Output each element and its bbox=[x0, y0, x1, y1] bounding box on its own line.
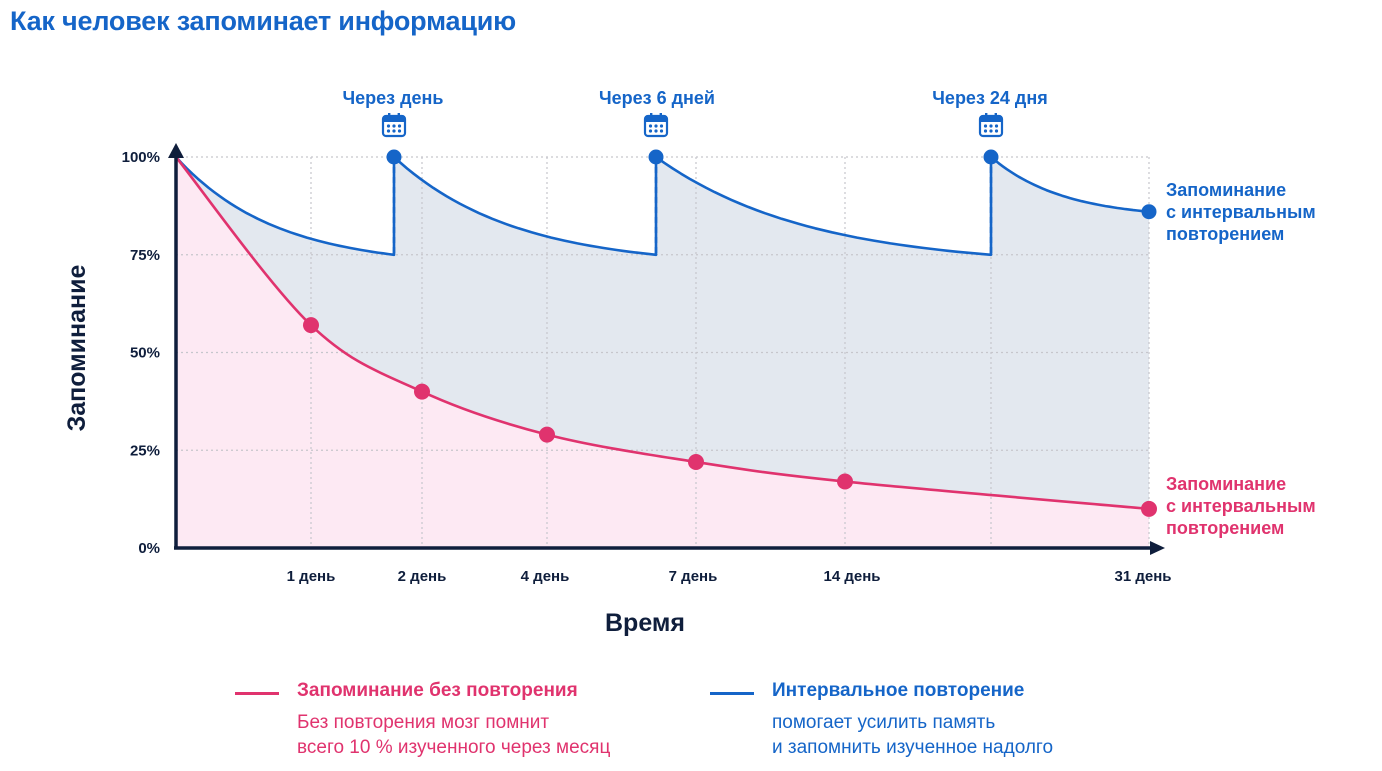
calendar-icon bbox=[978, 113, 1004, 138]
calendar-icon-dot bbox=[994, 129, 999, 133]
spaced-repetition-end-label: с интервальным bbox=[1166, 202, 1316, 222]
spaced-repetition-end-label: Запоминание bbox=[1166, 180, 1286, 200]
calendar-icon-ring bbox=[397, 113, 400, 119]
y-tick-label: 50% bbox=[130, 345, 160, 362]
calendar-icon-ring bbox=[659, 113, 662, 119]
calendar-icon bbox=[381, 113, 407, 138]
spaced-repetition-end-label: повторением bbox=[1166, 224, 1284, 244]
legend-swatch-blue bbox=[710, 692, 754, 695]
x-tick-label: 4 день bbox=[521, 568, 570, 585]
calendar-icon-dot bbox=[983, 129, 988, 133]
calendar-icon-header bbox=[645, 116, 667, 122]
calendar-icon-dot bbox=[648, 124, 653, 128]
legend-desc-line: помогает усилить память bbox=[772, 712, 996, 733]
no-repeat-end-label: повторением bbox=[1166, 518, 1284, 538]
legend-item-spaced-repetition: Интервальное повторение помогает усилить… bbox=[710, 680, 1170, 765]
legend-title: Запоминание без повторения bbox=[297, 680, 578, 701]
review-point bbox=[983, 149, 999, 165]
x-tick-label: 1 день bbox=[287, 568, 336, 585]
no-repeat-point bbox=[414, 383, 430, 400]
calendar-icon bbox=[643, 113, 669, 138]
spaced-repetition-line bbox=[175, 155, 1150, 257]
x-axis-title: Время bbox=[605, 609, 685, 637]
page-title: Как человек запоминает информацию bbox=[10, 6, 516, 36]
x-axis-arrow bbox=[1150, 541, 1165, 555]
calendar-icon-ring bbox=[985, 113, 988, 119]
no-repeat-point bbox=[688, 453, 704, 470]
no-repeat-end-label: с интервальным bbox=[1166, 496, 1316, 516]
y-tick-label: 25% bbox=[130, 442, 160, 459]
calendar-icon-dot bbox=[397, 129, 402, 133]
calendar-icon-dot bbox=[386, 124, 391, 128]
legend-title: Интервальное повторение bbox=[772, 680, 1025, 701]
y-tick-label: 0% bbox=[138, 540, 160, 557]
legend-desc-line: всего 10 % изученного через месяц bbox=[297, 737, 611, 758]
x-tick-label: 2 день bbox=[398, 568, 447, 585]
x-tick-label: 7 день bbox=[669, 568, 718, 585]
calendar-icon-dot bbox=[386, 129, 391, 133]
no-repeat-point bbox=[539, 426, 555, 443]
calendar-icon-ring bbox=[994, 113, 997, 119]
calendar-icon-ring bbox=[388, 113, 391, 119]
no-repeat-area bbox=[176, 157, 1149, 548]
review-point bbox=[386, 149, 402, 165]
legend-description: Без повторения мозг помнит всего 10 % из… bbox=[297, 710, 610, 760]
review-label: Через 6 дней bbox=[599, 88, 715, 108]
review-label: Через 24 дня bbox=[932, 88, 1047, 108]
legend-description: помогает усилить память и запомнить изуч… bbox=[772, 710, 1053, 760]
calendar-icon-dot bbox=[392, 129, 396, 133]
calendar-icon-dot bbox=[392, 124, 396, 128]
calendar-icon-header bbox=[980, 116, 1002, 122]
calendar-icon-dot bbox=[989, 129, 993, 133]
legend-desc-line: и запомнить изученное надолго bbox=[772, 737, 1054, 758]
spaced-repetition-end-point bbox=[1141, 204, 1157, 220]
review-label: Через день bbox=[343, 88, 444, 108]
review-point bbox=[648, 149, 664, 165]
legend-desc-line: Без повторения мозг помнит bbox=[297, 712, 550, 733]
y-axis-arrow bbox=[168, 143, 184, 158]
no-repeat-point bbox=[303, 317, 319, 334]
calendar-icon-dot bbox=[397, 124, 402, 128]
x-tick-label: 14 день bbox=[824, 568, 881, 585]
calendar-icon-dot bbox=[654, 124, 658, 128]
calendar-icon-dot bbox=[994, 124, 999, 128]
calendar-icon-header bbox=[383, 116, 405, 122]
x-tick-label: 31 день bbox=[1115, 568, 1172, 585]
calendar-icon-dot bbox=[648, 129, 653, 133]
y-tick-label: 75% bbox=[130, 247, 160, 264]
legend-item-no-repeat: Запоминание без повторения Без повторени… bbox=[235, 680, 695, 765]
legend-swatch-red bbox=[235, 692, 279, 695]
calendar-icon-ring bbox=[650, 113, 653, 119]
no-repeat-end-label: Запоминание bbox=[1166, 474, 1286, 494]
no-repeat-point bbox=[1141, 500, 1157, 517]
calendar-icon-dot bbox=[659, 124, 664, 128]
y-tick-label: 100% bbox=[122, 149, 160, 166]
calendar-icon-dot bbox=[989, 124, 993, 128]
calendar-icon-dot bbox=[654, 129, 658, 133]
forgetting-curve-chart: 0% 25% 50% 75% 100% 1 день 2 день 4 день 7 день 1… bbox=[63, 88, 1316, 637]
y-axis-title: Запоминание bbox=[63, 264, 91, 431]
calendar-icon-dot bbox=[983, 124, 988, 128]
no-repeat-point bbox=[837, 473, 853, 490]
calendar-icon-dot bbox=[659, 129, 664, 133]
